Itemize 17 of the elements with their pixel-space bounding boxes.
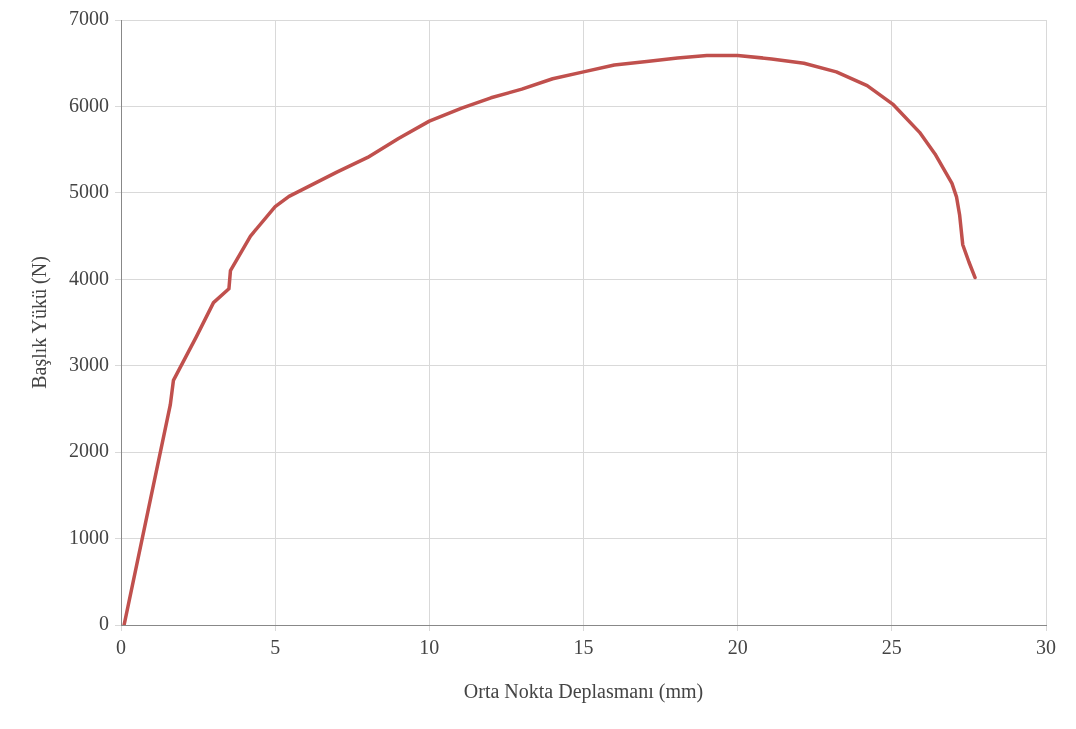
x-tick-label: 15 <box>573 636 594 659</box>
x-tick-label: 25 <box>881 636 902 659</box>
x-tick-label: 30 <box>1036 636 1056 659</box>
x-axis-title: Orta Nokta Deplasmanı (mm) <box>463 680 704 704</box>
x-tick-label: 0 <box>116 636 126 659</box>
y-tick-label: 2000 <box>69 439 109 462</box>
y-tick-label: 7000 <box>69 7 109 30</box>
y-tick-label: 1000 <box>69 525 109 548</box>
x-tick-label: 10 <box>419 636 440 659</box>
x-tick-label: 20 <box>727 636 748 659</box>
y-tick-label: 6000 <box>69 93 109 116</box>
y-tick-label: 0 <box>99 612 109 635</box>
y-tick-label: 5000 <box>69 180 109 203</box>
y-tick-label: 4000 <box>69 266 109 289</box>
y-tick-label: 3000 <box>69 352 109 375</box>
y-axis-title: Başlık Yükü (N) <box>28 256 52 389</box>
x-tick-label: 5 <box>270 636 281 659</box>
